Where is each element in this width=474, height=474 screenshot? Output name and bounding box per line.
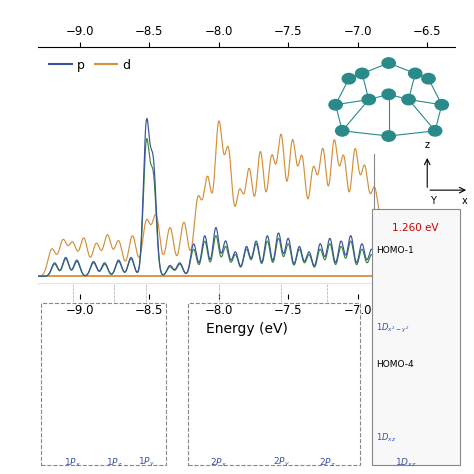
Circle shape (362, 94, 375, 105)
p (210, 239, 216, 245)
p (419, 273, 424, 279)
Circle shape (336, 126, 349, 136)
Circle shape (422, 73, 435, 84)
Circle shape (435, 100, 448, 110)
X-axis label: Energy (eV): Energy (eV) (206, 322, 287, 336)
p (338, 238, 344, 244)
FancyBboxPatch shape (372, 209, 460, 465)
d (452, 273, 458, 279)
Circle shape (409, 68, 422, 79)
Text: Y: Y (430, 195, 436, 206)
p (439, 273, 445, 279)
Text: 1.260 eV: 1.260 eV (392, 223, 439, 233)
d (214, 139, 219, 145)
Text: HOMO-1: HOMO-1 (376, 246, 414, 255)
Text: $2P_y$: $2P_y$ (273, 456, 290, 469)
d (35, 273, 41, 279)
Circle shape (329, 100, 342, 110)
Text: HOMO-4: HOMO-4 (376, 360, 414, 369)
Text: $1D_{x^2-y^2}$: $1D_{x^2-y^2}$ (376, 322, 410, 336)
Legend: p, d: p, d (44, 54, 135, 77)
Text: $1P_y$: $1P_y$ (138, 456, 155, 469)
Line: p: p (38, 118, 455, 276)
Line: d: d (38, 121, 455, 276)
Text: $2P_x$: $2P_x$ (210, 457, 227, 469)
Text: x: x (462, 195, 468, 206)
Text: $1P_z$: $1P_z$ (106, 457, 123, 469)
d (216, 118, 222, 124)
Circle shape (342, 73, 356, 84)
d (210, 186, 216, 191)
d (233, 201, 239, 206)
Text: $1P_x$: $1P_x$ (64, 457, 81, 469)
p (233, 250, 239, 255)
Circle shape (382, 58, 395, 68)
p (144, 116, 150, 121)
p (35, 273, 41, 279)
Circle shape (382, 131, 395, 141)
d (439, 273, 445, 279)
Text: $1D_{xz}$: $1D_{xz}$ (376, 431, 397, 444)
Text: $2P_z$: $2P_z$ (319, 457, 336, 469)
Circle shape (402, 94, 415, 105)
Text: z: z (425, 140, 430, 150)
Circle shape (428, 126, 442, 136)
p (452, 273, 458, 279)
Circle shape (356, 68, 369, 79)
Text: $1D_{xz}$: $1D_{xz}$ (395, 457, 417, 469)
Circle shape (382, 89, 395, 100)
d (338, 159, 344, 165)
d (419, 273, 424, 279)
p (214, 226, 219, 231)
